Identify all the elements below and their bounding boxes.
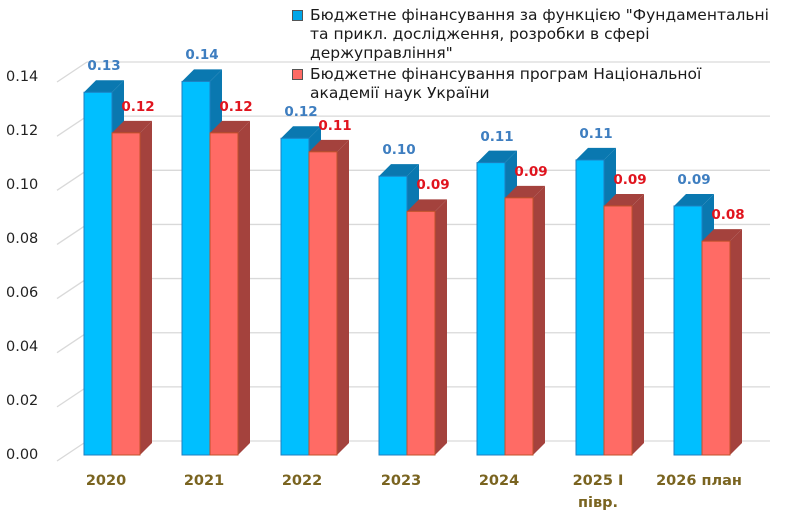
- bar: [111, 120, 152, 456]
- x-tick: 2024: [478, 473, 520, 489]
- bars: [83, 69, 742, 456]
- bar: [701, 229, 742, 456]
- bar: [308, 139, 349, 456]
- data-label: 0.11: [480, 128, 514, 145]
- y-tick: 0.08: [6, 231, 39, 247]
- data-label: 0.09: [416, 177, 450, 194]
- data-label: 0.13: [87, 58, 121, 75]
- legend-line: держуправління": [310, 44, 453, 62]
- data-label: 0.09: [677, 171, 711, 188]
- y-tick: 0.04: [6, 339, 39, 355]
- x-tick: 2021: [183, 473, 225, 489]
- bar: [504, 185, 545, 456]
- x-tick: 2023: [380, 473, 422, 489]
- y-tick: 0.00: [6, 447, 39, 463]
- legend-line: Бюджетне фінансування програм Національн…: [310, 65, 702, 83]
- y-tick: 0.06: [6, 285, 39, 301]
- bar: [603, 193, 644, 456]
- data-label: 0.12: [121, 98, 155, 115]
- legend-item-series-1: Бюджетне фінансування за функцією "Фунда…: [290, 6, 800, 63]
- y-tick: 0.14: [6, 69, 39, 85]
- x-tick: 2026 план: [656, 473, 742, 489]
- x-tick: 2020: [85, 473, 127, 489]
- data-label: 0.09: [514, 163, 548, 180]
- bar: [209, 120, 250, 456]
- legend-swatch-red: [292, 69, 303, 80]
- bar: [406, 199, 447, 456]
- legend-line: та прикл. дослідження, розробки в сфері: [310, 25, 650, 43]
- legend-line: Бюджетне фінансування за функцією "Фунда…: [310, 6, 769, 24]
- data-label: 0.12: [284, 104, 318, 121]
- data-label: 0.10: [382, 142, 416, 159]
- legend-swatch-blue: [292, 10, 303, 21]
- x-tick: 2022: [281, 473, 323, 489]
- data-label: 0.09: [613, 171, 647, 188]
- legend-line: академії наук України: [310, 84, 490, 102]
- y-tick: 0.12: [6, 123, 39, 139]
- legend-item-series-2: Бюджетне фінансування програм Національн…: [290, 65, 800, 103]
- data-label: 0.12: [219, 98, 253, 115]
- legend: Бюджетне фінансування за функцією "Фунда…: [290, 6, 800, 105]
- data-label: 0.14: [185, 47, 219, 64]
- y-tick: 0.10: [6, 177, 39, 193]
- data-label: 0.08: [711, 207, 745, 224]
- data-label: 0.11: [318, 117, 352, 134]
- y-tick: 0.02: [6, 393, 39, 409]
- data-label: 0.11: [579, 125, 613, 142]
